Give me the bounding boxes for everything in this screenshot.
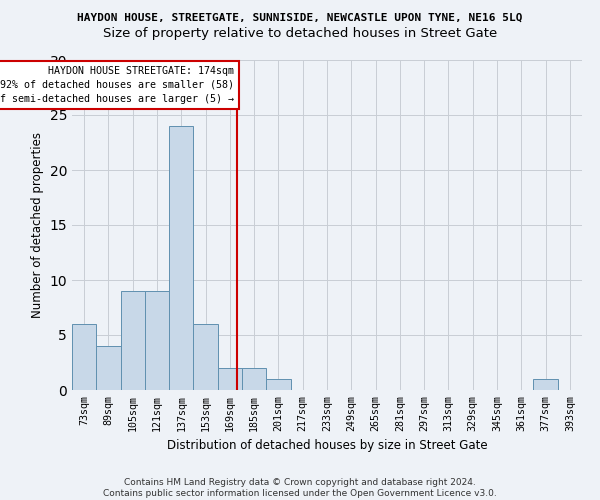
Bar (266, 379, 290, 390)
X-axis label: Distribution of detached houses by size in Street Gate: Distribution of detached houses by size … (167, 439, 487, 452)
Text: HAYDON HOUSE STREETGATE: 174sqm
← 92% of detached houses are smaller (58)
8% of : HAYDON HOUSE STREETGATE: 174sqm ← 92% of… (0, 66, 234, 104)
Bar (96, 346, 121, 390)
Bar (145, 291, 169, 390)
Y-axis label: Number of detached properties: Number of detached properties (31, 132, 44, 318)
Text: Contains HM Land Registry data © Crown copyright and database right 2024.
Contai: Contains HM Land Registry data © Crown c… (103, 478, 497, 498)
Text: HAYDON HOUSE, STREETGATE, SUNNISIDE, NEWCASTLE UPON TYNE, NE16 5LQ: HAYDON HOUSE, STREETGATE, SUNNISIDE, NEW… (77, 12, 523, 22)
Bar (121, 291, 145, 390)
Bar (193, 324, 218, 390)
Bar (242, 368, 266, 390)
Bar (169, 126, 193, 390)
Bar (533, 379, 558, 390)
Text: Size of property relative to detached houses in Street Gate: Size of property relative to detached ho… (103, 28, 497, 40)
Bar (72, 324, 96, 390)
Bar (218, 368, 242, 390)
